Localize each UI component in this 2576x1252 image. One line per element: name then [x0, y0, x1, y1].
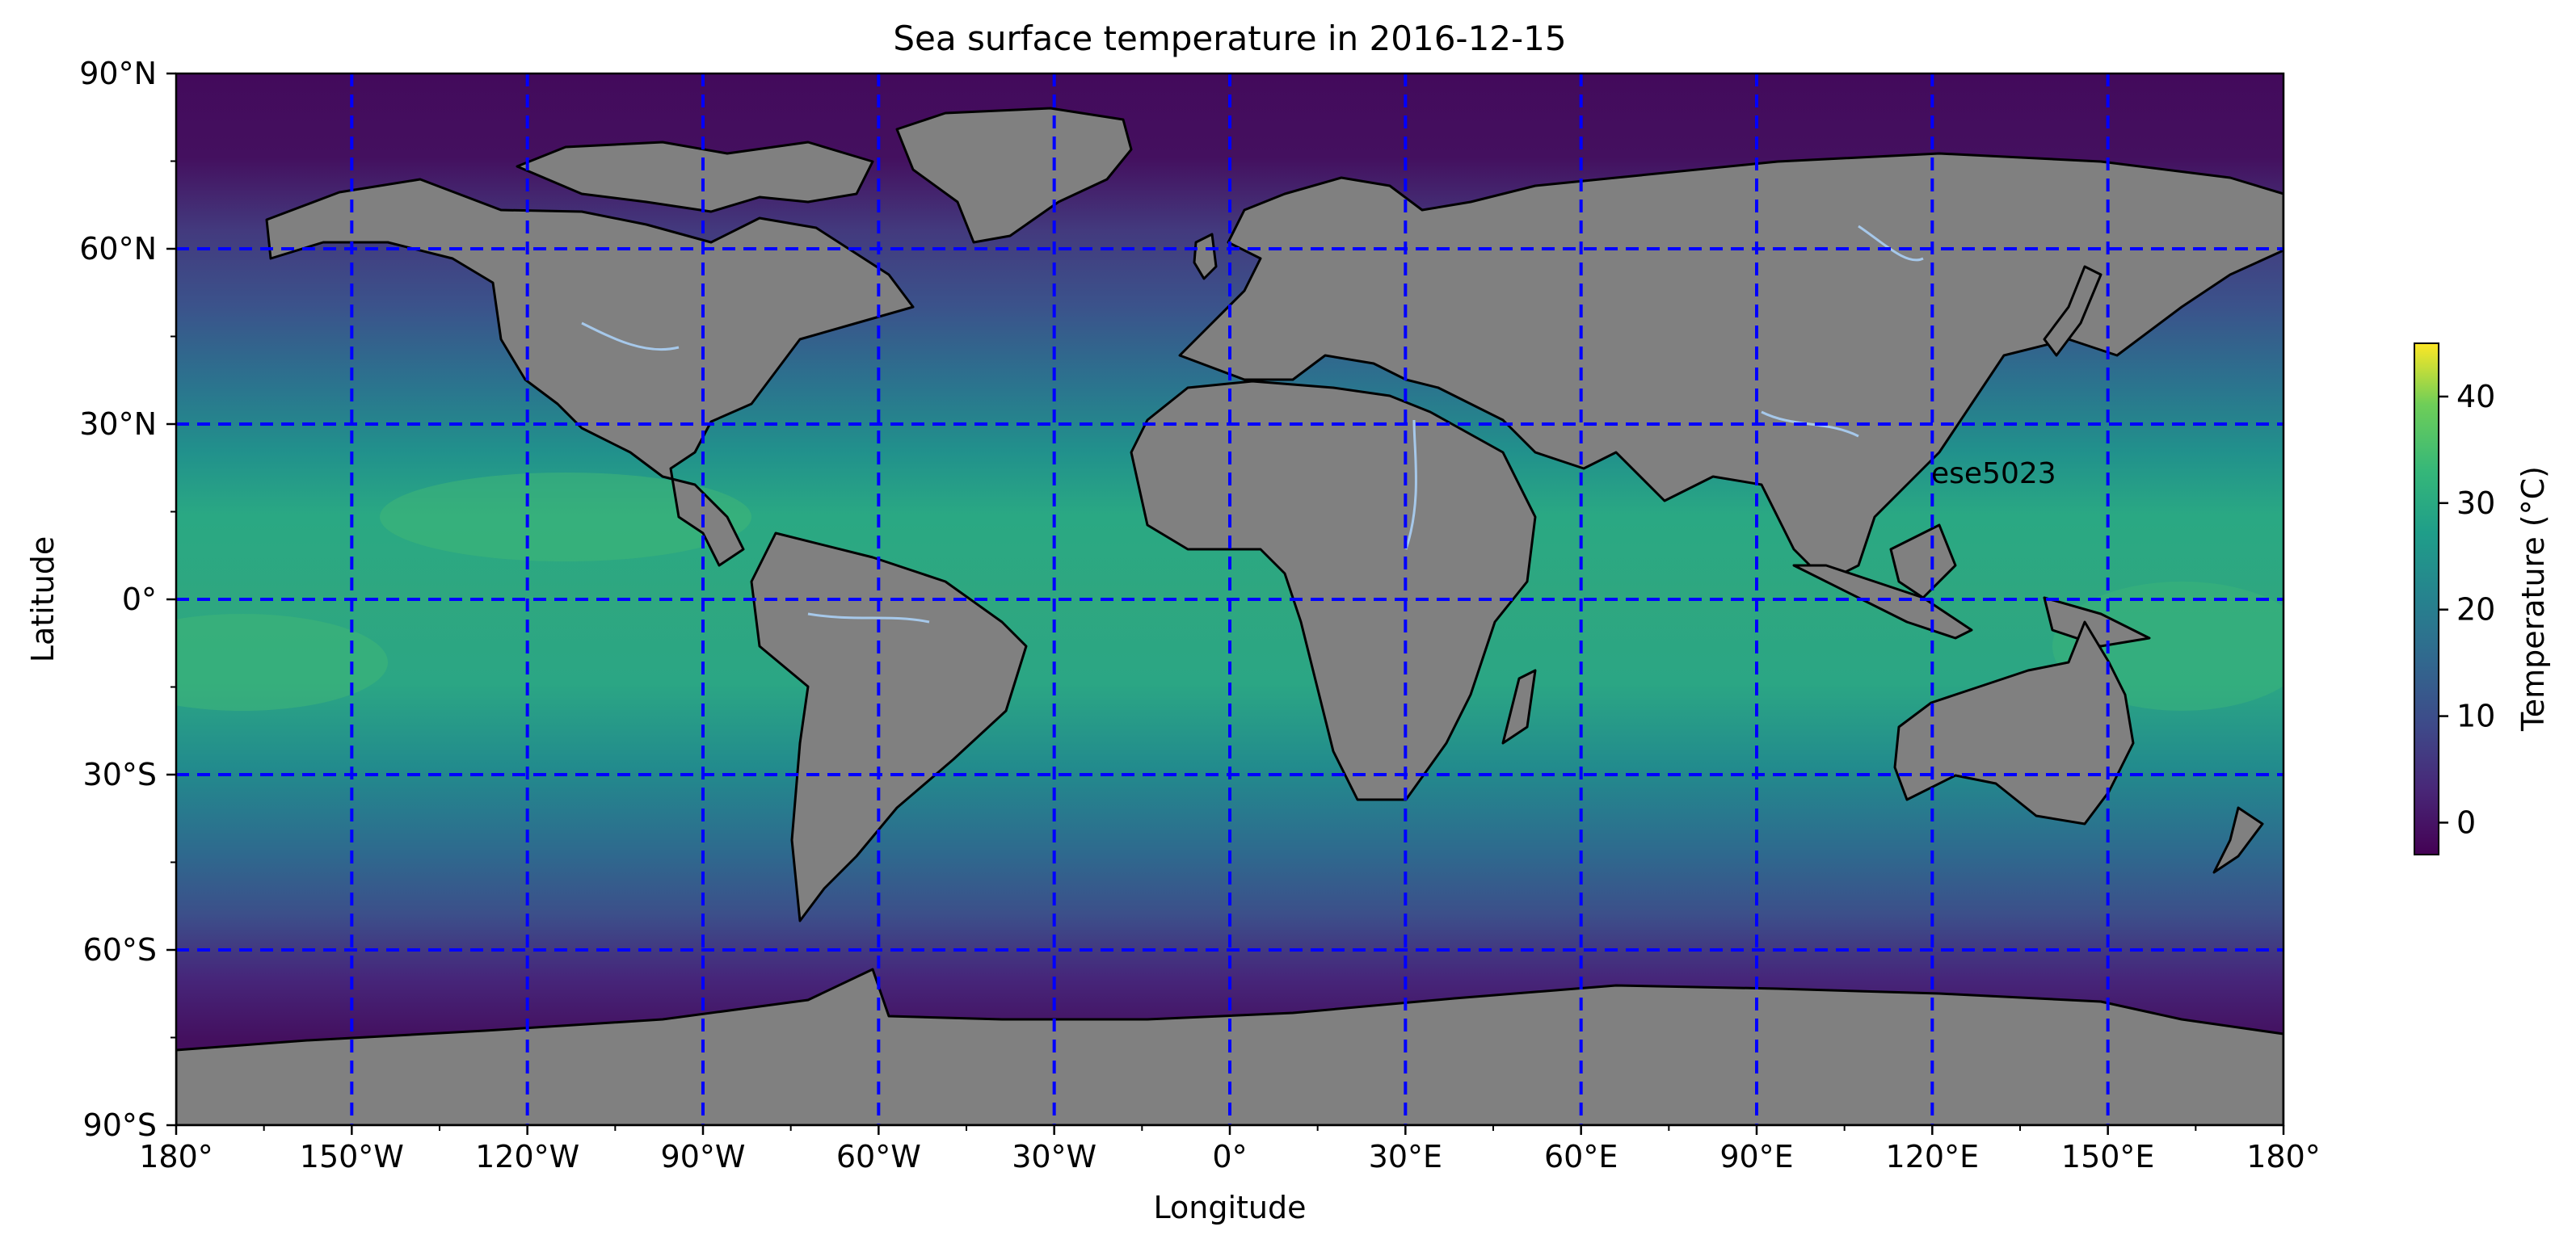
x-tick-label: 30°E — [1369, 1139, 1442, 1174]
y-tick-label: 60°N — [79, 231, 157, 267]
gridlines — [176, 74, 2283, 1125]
x-tick-label: 180° — [139, 1139, 213, 1174]
river — [1761, 410, 1859, 438]
new-zealand — [2212, 806, 2264, 874]
maritime-southeast-asia — [1792, 564, 1973, 640]
map-panel: ese5023 — [176, 74, 2283, 1125]
south-america — [750, 531, 1028, 922]
colorbar-ticks: 0 10 20 30 40 — [2439, 379, 2495, 840]
river — [581, 321, 680, 351]
madagascar — [1501, 669, 1537, 745]
y-tick-label: 30°N — [79, 406, 157, 442]
y-tick-label: 90°S — [83, 1107, 157, 1143]
colorbar-tick-label: 20 — [2456, 592, 2495, 628]
colorbar-tick-label: 40 — [2456, 379, 2495, 414]
y-tick-label: 30°S — [83, 757, 157, 792]
x-tick-label: 30°W — [1012, 1139, 1096, 1174]
river — [1858, 225, 1924, 262]
eurasia — [1178, 152, 2283, 583]
x-tick-label: 0° — [1212, 1139, 1247, 1174]
y-tick-label: 0° — [122, 582, 157, 617]
new-guinea — [2043, 596, 2151, 648]
y-axis-label: Latitude — [25, 536, 61, 662]
x-axis: 180° 150°W 120°W 90°W 60°W 30°W 0° 30°E 60°E 90°E… — [139, 1125, 2321, 1174]
x-axis-label: Longitude — [1154, 1190, 1307, 1225]
y-axis: 90°N 60°N 30°N 0° 30°S 60°S 90°S — [79, 56, 176, 1143]
colorbar-tick-label: 30 — [2456, 485, 2495, 521]
borneo — [1889, 523, 1957, 599]
x-tick-label: 60°W — [836, 1139, 921, 1174]
colorbar-tick-label: 10 — [2456, 699, 2495, 734]
greenland — [895, 107, 1133, 244]
river — [807, 612, 930, 624]
y-tick-label: 60°S — [83, 932, 157, 968]
great-britain — [1193, 233, 1218, 280]
map-annotation: ese5023 — [1931, 457, 2056, 490]
colorbar: 0 10 20 30 40 Temperature (°C) — [2414, 342, 2551, 855]
japan — [2043, 265, 2102, 357]
warm-patch — [380, 473, 751, 561]
x-tick-label: 150°E — [2061, 1139, 2155, 1174]
x-tick-label: 90°W — [661, 1139, 746, 1174]
colorbar-tick-label: 0 — [2456, 805, 2476, 840]
x-tick-label: 150°W — [300, 1139, 404, 1174]
colorbar-gradient — [2414, 342, 2439, 855]
colorbar-label: Temperature (°C) — [2515, 466, 2551, 732]
warm-patch — [176, 614, 388, 711]
y-tick-label: 90°N — [79, 56, 157, 91]
x-tick-label: 120°E — [1886, 1139, 1980, 1174]
arctic-canada-islands — [516, 141, 874, 213]
x-tick-label: 120°W — [475, 1139, 579, 1174]
x-tick-label: 180° — [2246, 1139, 2321, 1174]
x-tick-label: 90°E — [1719, 1139, 1793, 1174]
river — [1404, 419, 1417, 550]
chart-title: Sea surface temperature in 2016-12-15 — [893, 19, 1566, 58]
x-tick-label: 60°E — [1544, 1139, 1618, 1174]
north-america — [265, 178, 915, 567]
africa — [1130, 380, 1537, 801]
rivers — [581, 225, 1924, 624]
